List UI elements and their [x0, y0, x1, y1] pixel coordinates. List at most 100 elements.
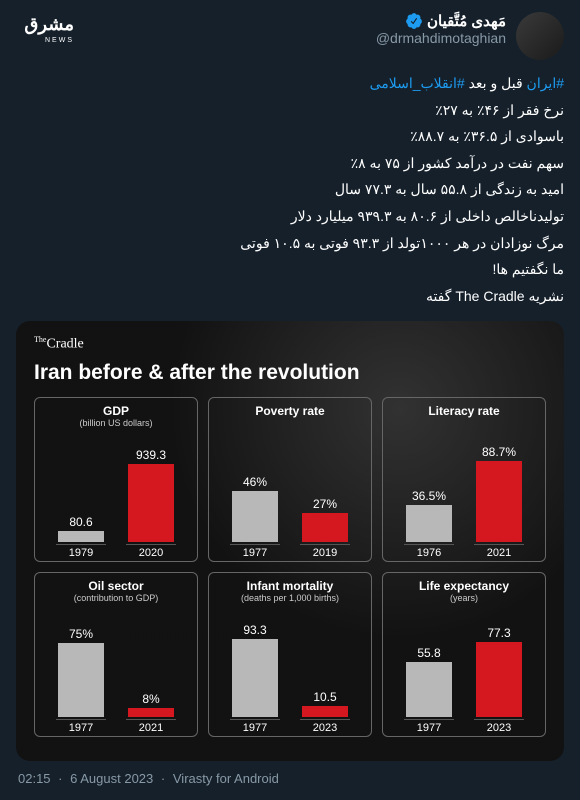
bar-year: 1977: [243, 722, 267, 734]
bar-year: 1977: [417, 722, 441, 734]
chart-bars: 80.6 1979 939.3 2020: [41, 432, 191, 559]
bar-rect: [58, 643, 104, 717]
bar-rect: [232, 491, 278, 542]
avatar[interactable]: [516, 12, 564, 60]
bar-year: 2021: [487, 547, 511, 559]
chart-subtitle: [389, 418, 539, 428]
post-line: سهم نفت در درآمد کشور از ۷۵ به ۸٪: [16, 150, 564, 177]
bar-after: 939.3 2020: [126, 448, 176, 559]
chart-title: GDP: [41, 404, 191, 418]
bar-after: 8%2021: [126, 692, 176, 734]
bar-after: 88.7% 2021: [474, 445, 524, 559]
user-handle: @drmahdimotaghian: [86, 30, 506, 46]
bar-rect: [58, 531, 104, 542]
charts-grid: GDP(billion US dollars) 80.6 1979 939.3 2020…: [34, 397, 546, 737]
chart-box: Oil sector(contribution to GDP)75%19778%…: [34, 572, 198, 737]
bar-value: 8%: [142, 692, 159, 706]
post-line: ما نگفتیم ها!: [16, 256, 564, 283]
bar-before: 46% 1977: [230, 475, 280, 559]
bar-before: 93.3 1977: [230, 623, 280, 734]
bar-year: 2020: [139, 547, 163, 559]
chart-title: Infant mortality: [215, 579, 365, 593]
chart-subtitle: [215, 418, 365, 428]
bar-rect: [302, 706, 348, 717]
bar-after: 10.5 2023: [300, 690, 350, 734]
chart-bars: 36.5% 1976 88.7% 2021: [389, 432, 539, 559]
svg-text:NEWS: NEWS: [45, 37, 74, 44]
bar-value: 80.6: [69, 515, 92, 529]
bar-before: 36.5% 1976: [404, 489, 454, 559]
bar-value: 93.3: [243, 623, 266, 637]
bar-value: 36.5%: [412, 489, 446, 503]
infographic-title: Iran before & after the revolution: [34, 361, 546, 385]
chart-box: GDP(billion US dollars) 80.6 1979 939.3 2020: [34, 397, 198, 562]
bar-before: 80.6 1979: [56, 515, 106, 559]
chart-subtitle: (years): [389, 593, 539, 603]
chart-title: Life expectancy: [389, 579, 539, 593]
bar-value: 10.5: [313, 690, 336, 704]
bar-rect: [406, 662, 452, 717]
chart-title: Poverty rate: [215, 404, 365, 418]
bar-before: 55.8 1977: [404, 646, 454, 734]
chart-box: Life expectancy(years) 55.8 1977 77.3 2023: [382, 572, 546, 737]
post-content: #ایران قبل و بعد #انقلاب_اسلامی نرخ فقر …: [16, 70, 564, 309]
bar-rect: [232, 639, 278, 717]
bar-year: 1977: [69, 722, 93, 734]
display-name: مَهدی مُتَّقیان: [427, 12, 506, 30]
post-header: مَهدی مُتَّقیان @drmahdimotaghian مشرق NE…: [16, 12, 564, 60]
chart-title: Oil sector: [41, 579, 191, 593]
bar-year: 1977: [243, 547, 267, 559]
bar-after: 77.3 2023: [474, 626, 524, 734]
chart-box: Literacy rate 36.5% 1976 88.7% 2021: [382, 397, 546, 562]
bar-year: 2019: [313, 547, 337, 559]
bar-rect: [476, 642, 522, 717]
verified-badge-icon: [405, 12, 423, 30]
post-date[interactable]: 6 August 2023: [70, 771, 153, 786]
post-source[interactable]: Virasty for Android: [173, 771, 279, 786]
bar-value: 46%: [243, 475, 267, 489]
bar-value: 939.3: [136, 448, 166, 462]
bar-rect: [128, 464, 174, 542]
bar-year: 2023: [313, 722, 337, 734]
post-time[interactable]: 02:15: [18, 771, 51, 786]
chart-bars: 75%19778%2021: [41, 607, 191, 734]
embedded-infographic[interactable]: TheCradle Iran before & after the revolu…: [16, 321, 564, 761]
bar-rect: [406, 505, 452, 542]
hashtag-link[interactable]: #انقلاب_اسلامی: [370, 75, 465, 91]
chart-subtitle: (deaths per 1,000 births): [215, 593, 365, 603]
post-line: امید به زندگی از ۵۵.۸ سال به ۷۷.۳ سال: [16, 176, 564, 203]
bar-year: 1979: [69, 547, 93, 559]
site-logo[interactable]: مشرق NEWS: [16, 12, 76, 49]
bar-value: 77.3: [487, 626, 510, 640]
post-line: نشریه The Cradle گفته: [16, 283, 564, 310]
post-line: نرخ فقر از ۴۶٪ به ۲۷٪: [16, 97, 564, 124]
post-line: باسوادی از ۳۶.۵٪ به ۸۸.۷٪: [16, 123, 564, 150]
chart-bars: 46% 1977 27% 2019: [215, 432, 365, 559]
bar-rect: [128, 708, 174, 717]
bar-value: 88.7%: [482, 445, 516, 459]
chart-subtitle: (billion US dollars): [41, 418, 191, 428]
post-meta: 02:15 · 6 August 2023 · Virasty for Andr…: [16, 771, 564, 786]
user-info[interactable]: مَهدی مُتَّقیان @drmahdimotaghian: [86, 12, 506, 46]
bar-year: 1976: [417, 547, 441, 559]
post-line: تولیدناخالص داخلی از ۸۰.۶ به ۹۳۹.۳ میلیا…: [16, 203, 564, 230]
hashtag-link[interactable]: #ایران: [527, 75, 564, 91]
chart-box: Poverty rate 46% 1977 27% 2019: [208, 397, 372, 562]
bar-year: 2023: [487, 722, 511, 734]
chart-title: Literacy rate: [389, 404, 539, 418]
svg-text:مشرق: مشرق: [24, 14, 74, 35]
chart-subtitle: (contribution to GDP): [41, 593, 191, 603]
bar-value: 27%: [313, 497, 337, 511]
bar-rect: [476, 461, 522, 542]
post-line: #ایران قبل و بعد #انقلاب_اسلامی: [16, 70, 564, 97]
social-post: مَهدی مُتَّقیان @drmahdimotaghian مشرق NE…: [0, 0, 580, 798]
chart-bars: 93.3 1977 10.5 2023: [215, 607, 365, 734]
cradle-logo: TheCradle: [34, 335, 546, 353]
bar-after: 27% 2019: [300, 497, 350, 559]
infographic-content: TheCradle Iran before & after the revolu…: [16, 321, 564, 761]
bar-rect: [302, 513, 348, 542]
chart-box: Infant mortality(deaths per 1,000 births…: [208, 572, 372, 737]
chart-bars: 55.8 1977 77.3 2023: [389, 607, 539, 734]
bar-value: 55.8: [417, 646, 440, 660]
post-line: مرگ نوزادان در هر ۱۰۰۰تولد از ۹۳.۳ فوتی …: [16, 230, 564, 257]
